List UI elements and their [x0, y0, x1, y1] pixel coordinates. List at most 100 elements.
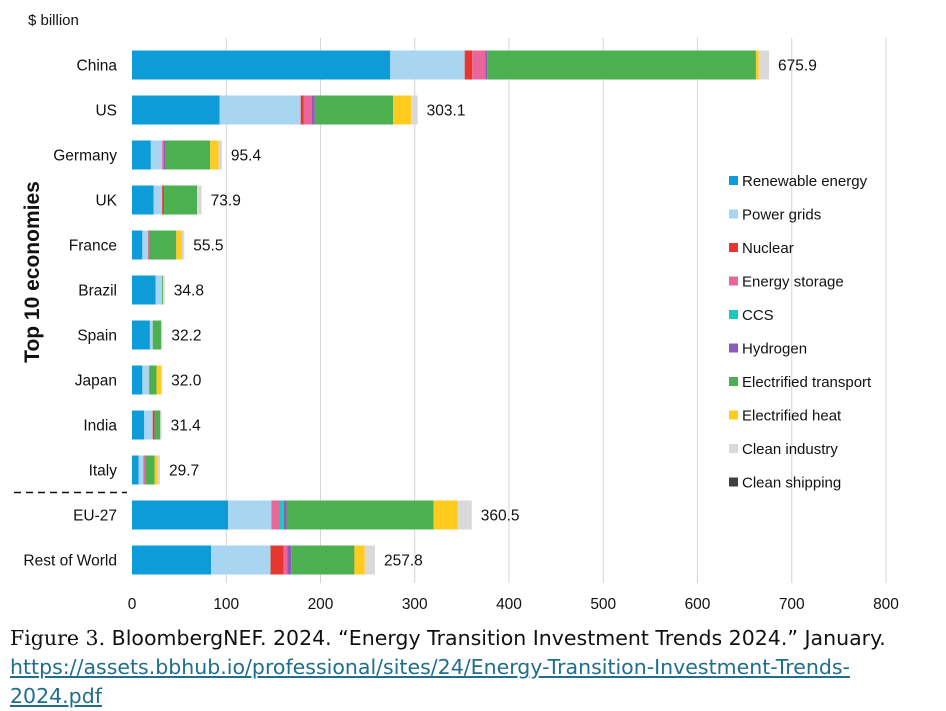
bar-segment: [283, 545, 288, 575]
labels: $ billion 0 100 200 300 400 500 600 700 800 Top 10…: [21, 12, 899, 613]
bar-segment: [132, 410, 145, 440]
legend-entry: Renewable energy: [742, 173, 868, 190]
bar-segment: [149, 320, 153, 350]
total-label: 303.1: [427, 103, 466, 120]
x-tick-label: 600: [685, 596, 711, 613]
total-label: 360.5: [481, 508, 520, 525]
legend-swatch: [729, 477, 738, 487]
category-label: US: [95, 103, 117, 120]
bar-segment: [148, 365, 150, 395]
category-label: Brazil: [78, 283, 117, 300]
total-label: 675.9: [778, 58, 817, 75]
stacked-bar-chart: $ billion 0 100 200 300 400 500 600 700 800 Top 10…: [14, 12, 899, 613]
total-label: 32.0: [171, 373, 202, 390]
bar-segment: [132, 140, 151, 170]
bar-segment: [270, 545, 284, 575]
legend-entry: Clean industry: [742, 441, 838, 458]
category-label: EU-27: [73, 508, 117, 525]
bar-segment: [755, 50, 759, 80]
legend-entry: Nuclear: [742, 240, 794, 257]
source-link[interactable]: https://assets.bbhub.io/professional/sit…: [10, 655, 850, 708]
total-label: 31.4: [171, 418, 202, 435]
bar-segment: [291, 545, 355, 575]
bar-segment: [162, 185, 165, 215]
bar-segment: [132, 95, 220, 125]
bar-segment: [132, 545, 212, 575]
bar-segment: [218, 140, 222, 170]
total-label: 34.8: [174, 283, 204, 300]
bar-segment: [132, 185, 154, 215]
bar-segment: [464, 50, 473, 80]
legend-swatch: [729, 410, 738, 420]
caption-text: BloombergNEF. 2024. “Energy Transition I…: [105, 626, 886, 650]
bar-segment: [132, 365, 143, 395]
bar-segment: [211, 545, 271, 575]
bar-segment: [458, 500, 472, 530]
bar-segment: [283, 500, 287, 530]
chart-area: $ billion 0 100 200 300 400 500 600 700 800 Top 10…: [14, 12, 899, 613]
total-label: 32.2: [171, 328, 201, 345]
grid-lines: [14, 38, 887, 583]
bar-segment: [219, 95, 301, 125]
category-label: India: [83, 418, 117, 435]
x-tick-label: 300: [402, 596, 428, 613]
legend-swatch: [729, 310, 738, 319]
bar-segment: [758, 50, 770, 80]
total-label: 29.7: [169, 463, 199, 480]
bar-segment: [132, 500, 229, 530]
category-label: France: [69, 238, 117, 255]
total-label: 73.9: [211, 193, 241, 210]
category-label: Rest of World: [23, 553, 117, 570]
bar-segment: [132, 50, 391, 80]
bar-segment: [279, 500, 284, 530]
x-tick-label: 700: [779, 596, 805, 613]
legend-swatch: [729, 243, 738, 252]
legend-swatch: [729, 444, 738, 453]
bar-segment: [487, 50, 756, 80]
bar-segment: [150, 140, 163, 170]
bar-segment: [160, 410, 162, 440]
bar-segment: [162, 275, 164, 305]
bar-segment: [197, 185, 202, 215]
category-label: Spain: [77, 328, 117, 345]
bar-segment: [164, 140, 211, 170]
bar-segment: [410, 95, 418, 125]
legend-entry: Clean shipping: [742, 475, 841, 492]
legend-swatch: [729, 343, 738, 353]
bar-segment: [161, 365, 163, 395]
bars: [132, 50, 770, 575]
bar-segment: [164, 185, 198, 215]
bar-segment: [303, 95, 313, 125]
bar-segment: [149, 365, 157, 395]
bar-segment: [176, 230, 182, 260]
bar-segment: [393, 95, 411, 125]
bar-segment: [142, 365, 149, 395]
x-tick-label: 400: [496, 596, 522, 613]
legend-swatch: [729, 209, 738, 219]
legend-swatch: [729, 276, 738, 286]
bar-segment: [228, 500, 272, 530]
total-label: 95.4: [231, 148, 262, 165]
bar-segment: [142, 230, 149, 260]
legend-entry: CCS: [742, 307, 774, 324]
bar-segment: [138, 455, 144, 485]
bar-segment: [132, 275, 156, 305]
bar-segment: [300, 95, 304, 125]
bar-segment: [162, 140, 165, 170]
category-label: Italy: [89, 463, 118, 480]
bar-segment: [152, 320, 162, 350]
bar-segment: [148, 230, 177, 260]
bar-segment: [210, 140, 219, 170]
bar-segment: [181, 230, 185, 260]
unit-label: $ billion: [28, 12, 79, 29]
bar-segment: [132, 320, 150, 350]
category-label: Germany: [53, 148, 117, 165]
x-tick-label: 800: [873, 596, 899, 613]
category-label: Japan: [75, 373, 117, 390]
bar-segment: [433, 500, 459, 530]
x-tick-label: 0: [128, 596, 137, 613]
bar-segment: [390, 50, 465, 80]
bar-segment: [485, 50, 488, 80]
x-tick-label: 100: [213, 596, 239, 613]
bar-segment: [286, 500, 434, 530]
